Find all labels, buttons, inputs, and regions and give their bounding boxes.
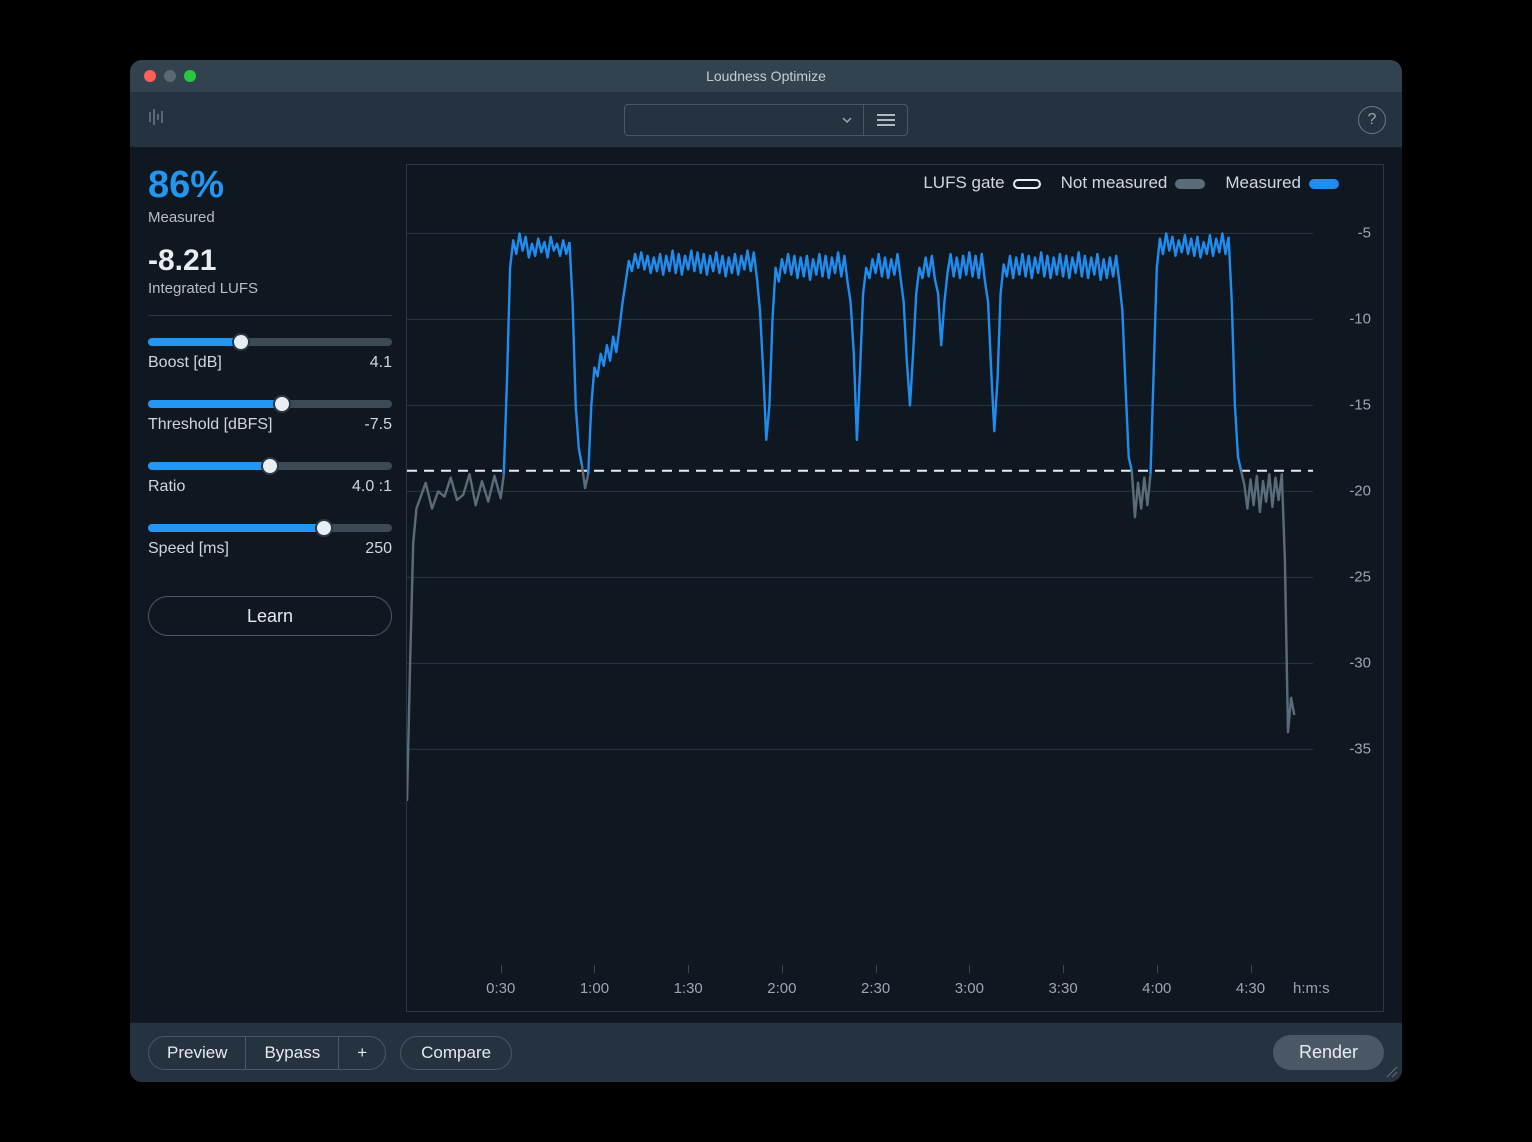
x-tick-label: 2:30 — [861, 980, 890, 997]
y-tick-label: -35 — [1349, 741, 1371, 758]
x-tick-label: 2:00 — [767, 980, 796, 997]
slider-value: 4.1 — [370, 354, 392, 372]
slider-value: 4.0 :1 — [352, 478, 392, 496]
chart-plot — [407, 165, 1357, 845]
bypass-button[interactable]: Bypass — [246, 1037, 339, 1069]
measured-percent-label: Measured — [148, 209, 392, 226]
y-tick-label: -25 — [1349, 569, 1371, 586]
content-area: 86% Measured -8.21 Integrated LUFS Boost… — [130, 148, 1402, 1022]
help-button[interactable]: ? — [1358, 106, 1386, 134]
slider-track[interactable] — [148, 524, 392, 532]
x-tick — [1251, 965, 1252, 973]
x-tick-label: 1:00 — [580, 980, 609, 997]
x-tick — [688, 965, 689, 973]
integrated-lufs-value: -8.21 — [148, 244, 392, 278]
preset-dropdown[interactable] — [624, 104, 864, 136]
y-tick-label: -10 — [1349, 311, 1371, 328]
x-tick-label: 3:30 — [1048, 980, 1077, 997]
slider-track[interactable] — [148, 462, 392, 470]
y-tick-label: -5 — [1358, 225, 1371, 242]
slider-knob[interactable] — [261, 457, 279, 475]
minimize-icon[interactable] — [164, 70, 176, 82]
traffic-lights — [130, 70, 196, 82]
add-button[interactable]: + — [339, 1037, 385, 1069]
footer: Preview Bypass + Compare Render — [130, 1022, 1402, 1082]
chevron-down-icon — [841, 114, 853, 126]
hamburger-icon — [877, 113, 895, 127]
integrated-lufs-label: Integrated LUFS — [148, 280, 392, 297]
y-tick-label: -15 — [1349, 397, 1371, 414]
resize-grip-icon[interactable] — [1384, 1064, 1398, 1078]
sidebar: 86% Measured -8.21 Integrated LUFS Boost… — [148, 164, 392, 1012]
loudness-chart: LUFS gate Not measured Measured -5-10-15… — [406, 164, 1384, 1012]
x-tick — [782, 965, 783, 973]
y-tick-label: -30 — [1349, 655, 1371, 672]
y-tick-label: -20 — [1349, 483, 1371, 500]
slider-label: Boost [dB] — [148, 354, 222, 372]
slider-ratio: Ratio 4.0 :1 — [148, 462, 392, 496]
toolbar: ? — [130, 92, 1402, 148]
x-tick — [1063, 965, 1064, 973]
x-tick — [969, 965, 970, 973]
slider-label: Threshold [dBFS] — [148, 416, 273, 434]
slider-speed: Speed [ms] 250 — [148, 524, 392, 558]
slider-track[interactable] — [148, 338, 392, 346]
x-tick-label: 4:30 — [1236, 980, 1265, 997]
slider-label: Ratio — [148, 478, 185, 496]
slider-knob[interactable] — [315, 519, 333, 537]
x-tick-label: 1:30 — [674, 980, 703, 997]
x-tick-label: 3:00 — [955, 980, 984, 997]
preset-menu-button[interactable] — [864, 104, 908, 136]
window-title: Loudness Optimize — [130, 68, 1402, 84]
app-logo-icon — [146, 106, 168, 133]
x-tick-label: 4:00 — [1142, 980, 1171, 997]
playback-segment: Preview Bypass + — [148, 1036, 386, 1070]
maximize-icon[interactable] — [184, 70, 196, 82]
compare-button[interactable]: Compare — [400, 1036, 512, 1070]
app-window: Loudness Optimize ? 86% Measured -8.21 I… — [130, 60, 1402, 1082]
slider-track[interactable] — [148, 400, 392, 408]
slider-threshold: Threshold [dBFS] -7.5 — [148, 400, 392, 434]
x-tick — [594, 965, 595, 973]
x-axis-unit: h:m:s — [1293, 980, 1330, 997]
slider-value: 250 — [365, 540, 392, 558]
close-icon[interactable] — [144, 70, 156, 82]
slider-value: -7.5 — [364, 416, 392, 434]
x-tick — [876, 965, 877, 973]
slider-boost: Boost [dB] 4.1 — [148, 338, 392, 372]
x-tick — [501, 965, 502, 973]
x-tick-label: 0:30 — [486, 980, 515, 997]
slider-knob[interactable] — [232, 333, 250, 351]
preview-button[interactable]: Preview — [149, 1037, 246, 1069]
measured-percent: 86% — [148, 164, 392, 207]
slider-knob[interactable] — [273, 395, 291, 413]
x-tick — [1157, 965, 1158, 973]
render-button[interactable]: Render — [1273, 1035, 1384, 1070]
slider-label: Speed [ms] — [148, 540, 229, 558]
learn-button[interactable]: Learn — [148, 596, 392, 636]
divider — [148, 315, 392, 316]
titlebar: Loudness Optimize — [130, 60, 1402, 92]
